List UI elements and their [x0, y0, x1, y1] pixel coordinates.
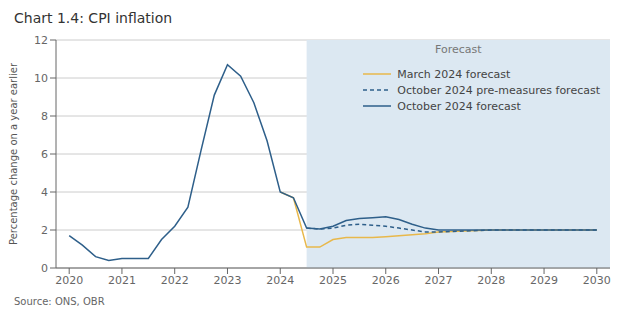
html-text:October 2024 pre-measures fore: October 2024 pre-measures forecast: [397, 83, 600, 97]
svg-text:2023: 2023: [213, 274, 241, 287]
svg-text:6: 6: [41, 148, 48, 161]
svg-text:2028: 2028: [477, 274, 505, 287]
svg-text:Forecast: Forecast: [435, 43, 482, 56]
svg-text:2026: 2026: [372, 274, 400, 287]
svg-text:0: 0: [41, 262, 48, 275]
svg-text:2029: 2029: [530, 274, 558, 287]
svg-text:10: 10: [34, 72, 48, 85]
svg-text:12: 12: [34, 34, 48, 47]
svg-text:4: 4: [41, 186, 48, 199]
html-text:October 2024 forecast: October 2024 forecast: [397, 99, 521, 113]
html-text:Source: ONS, OBR: Source: ONS, OBR: [14, 296, 105, 307]
svg-text:2027: 2027: [425, 274, 453, 287]
svg-text:2021: 2021: [108, 274, 136, 287]
svg-text:2024: 2024: [266, 274, 294, 287]
svg-text:Percentage change on a year ea: Percentage change on a year earlier: [8, 62, 19, 245]
svg-text:2025: 2025: [319, 274, 347, 287]
svg-text:2020: 2020: [55, 274, 83, 287]
html-text:Chart 1.4: CPI inflation: Chart 1.4: CPI inflation: [14, 10, 173, 26]
svg-text:2030: 2030: [583, 274, 611, 287]
html-text:March 2024 forecast: March 2024 forecast: [397, 67, 511, 81]
svg-text:8: 8: [41, 110, 48, 123]
svg-text:2022: 2022: [161, 274, 189, 287]
svg-text:2: 2: [41, 224, 48, 237]
